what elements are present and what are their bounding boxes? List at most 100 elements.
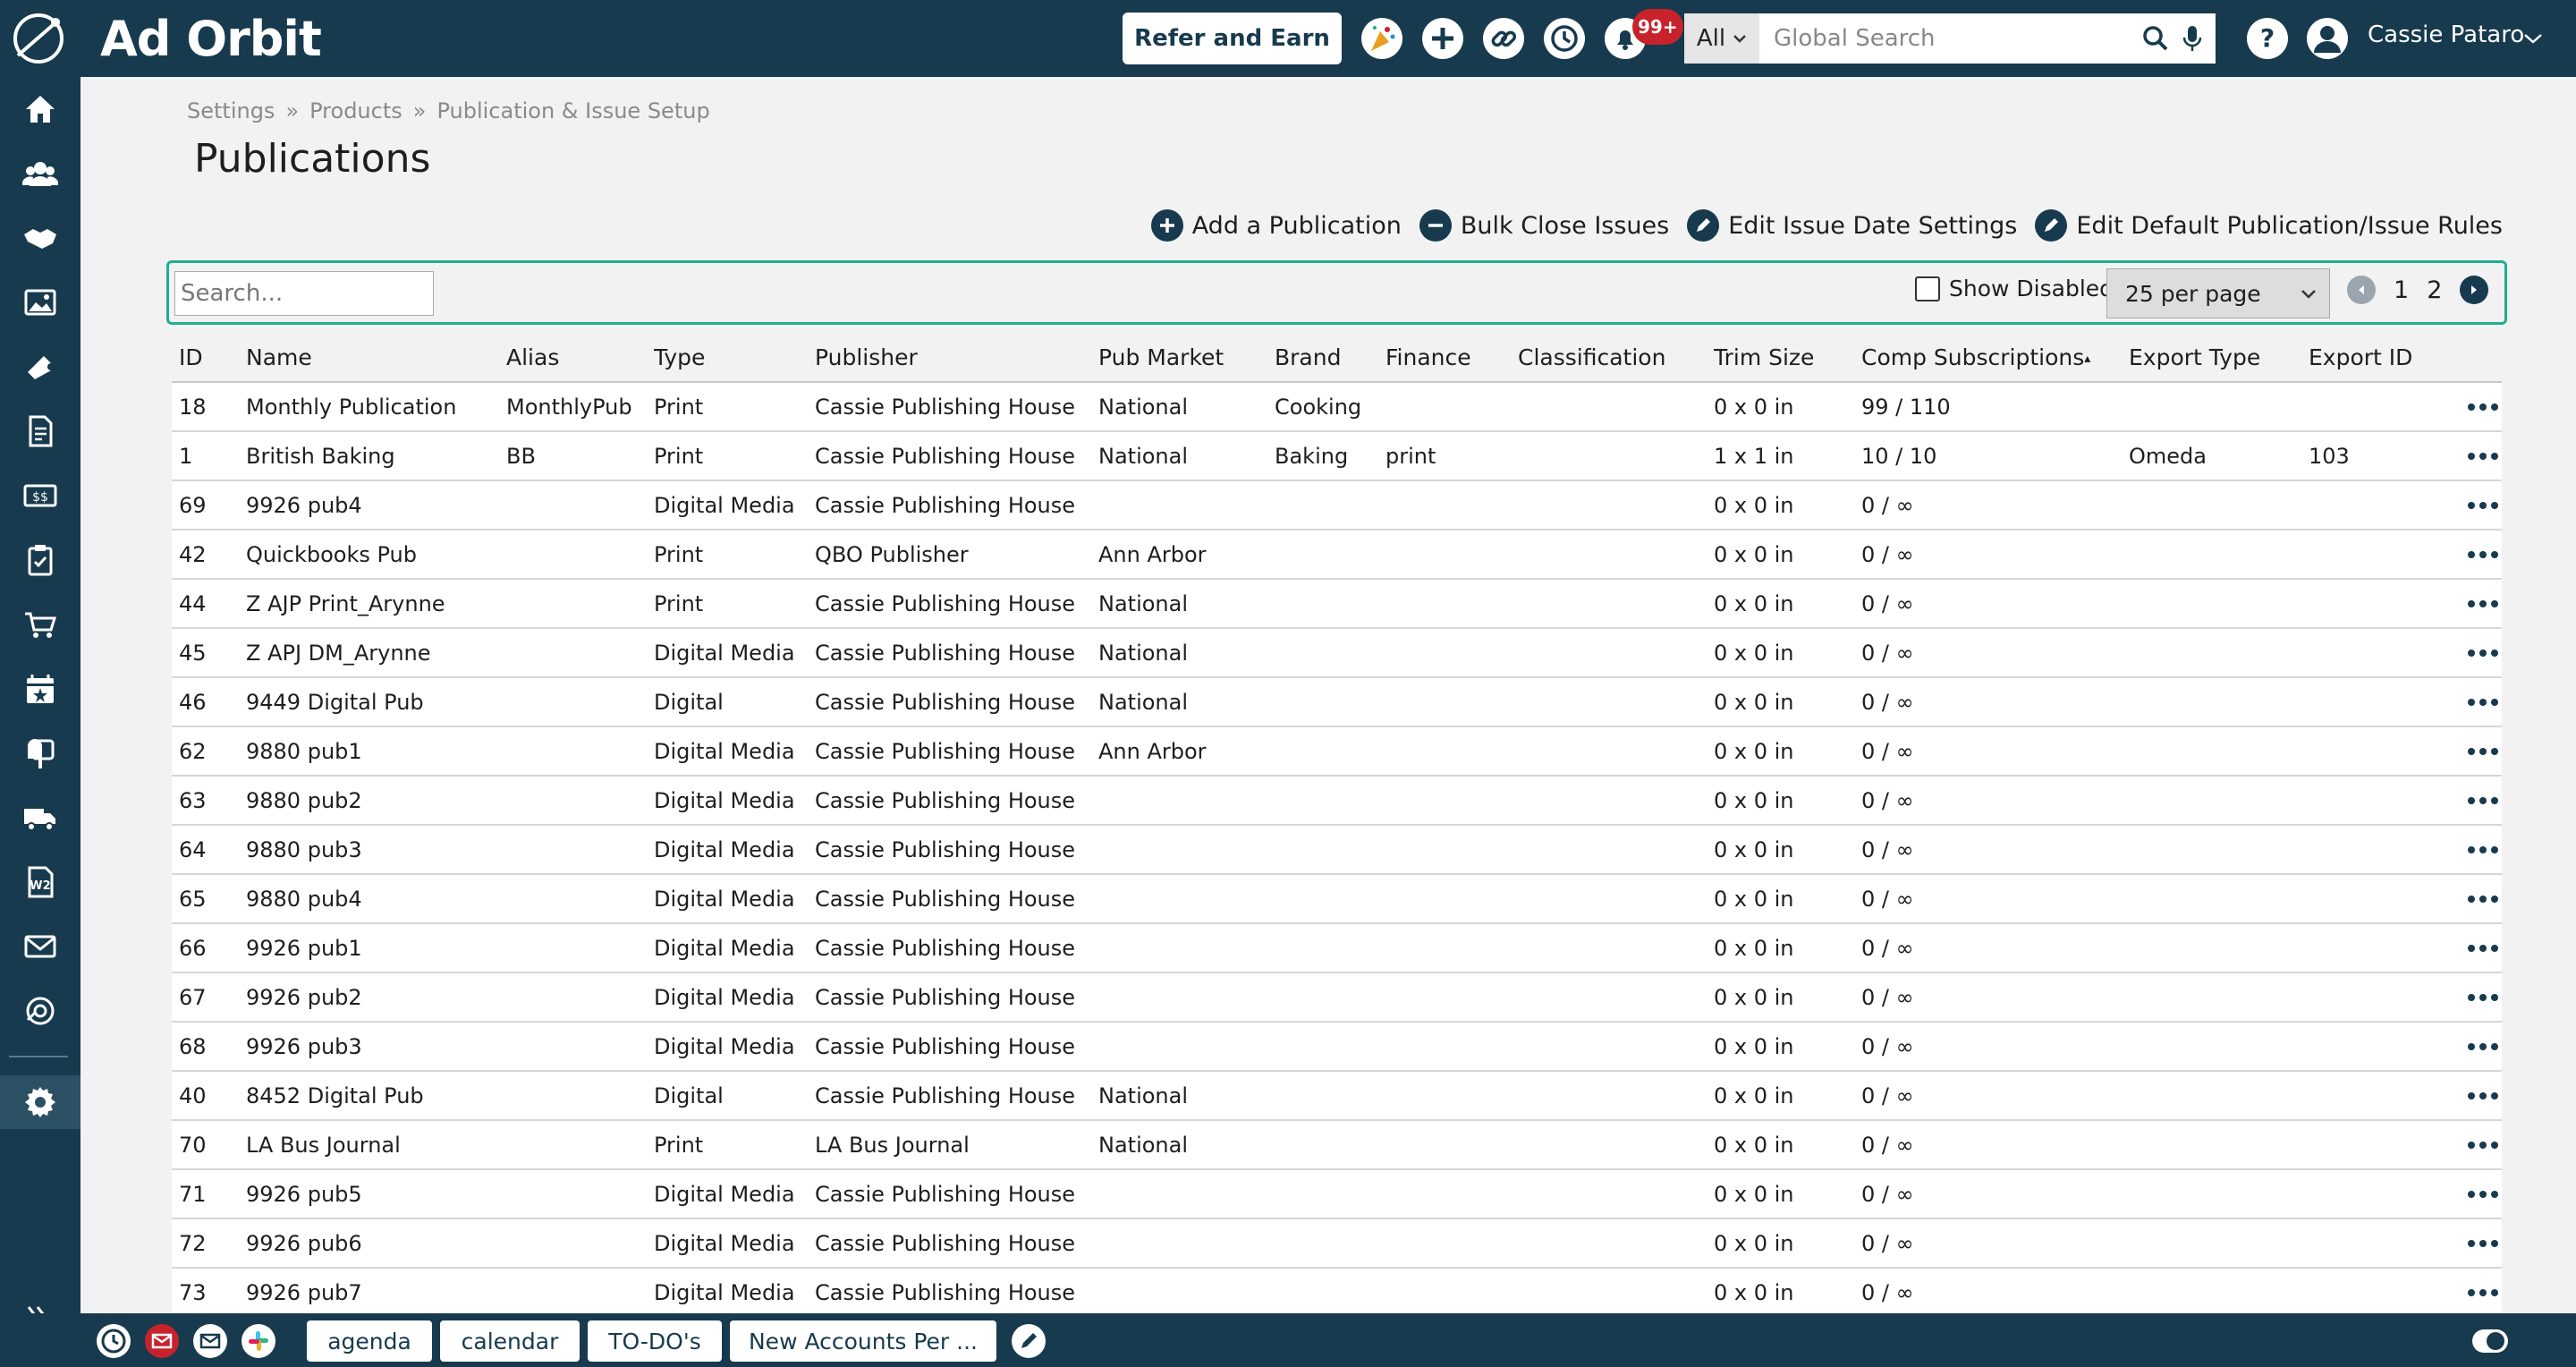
compose-icon[interactable] — [1012, 1324, 1046, 1358]
help-icon[interactable]: ? — [2245, 16, 2290, 61]
table-row[interactable]: 73 9926 pub7 Digital Media Cassie Publishin… — [172, 1269, 2502, 1318]
table-row[interactable]: 72 9926 pub6 Digital Media Cassie Publishin… — [172, 1219, 2502, 1269]
row-menu-icon[interactable] — [2434, 796, 2502, 804]
column-header-finance[interactable]: Finance — [1385, 344, 1471, 370]
row-menu-icon[interactable] — [2434, 747, 2502, 755]
toggle-switch[interactable] — [2472, 1329, 2508, 1353]
column-header-type[interactable]: Type — [654, 344, 706, 370]
per-page-select[interactable]: 25 per page — [2106, 268, 2330, 318]
cell-name[interactable]: 9880 pub2 — [246, 787, 362, 813]
sidebar-item-documents[interactable] — [0, 404, 80, 458]
user-menu-chevron-icon[interactable] — [2522, 32, 2544, 45]
refer-and-earn-button[interactable]: Refer and Earn — [1123, 13, 1342, 64]
cell-name[interactable]: 9926 pub7 — [246, 1279, 362, 1305]
clock-icon[interactable] — [97, 1324, 131, 1358]
row-menu-icon[interactable] — [2434, 1141, 2502, 1149]
table-row[interactable]: 45 Z APJ DM_Arynne Digital Media Cassie Pub… — [172, 629, 2502, 678]
row-menu-icon[interactable] — [2434, 1239, 2502, 1247]
table-row[interactable]: 66 9926 pub1 Digital Media Cassie Publishin… — [172, 924, 2502, 973]
cell-name[interactable]: 9449 Digital Pub — [246, 689, 424, 715]
previous-page-icon[interactable] — [2347, 276, 2376, 304]
tab-agenda[interactable]: agenda — [307, 1320, 432, 1362]
row-menu-icon[interactable] — [2434, 845, 2502, 853]
search-scope-select[interactable]: All — [1684, 13, 1759, 64]
row-menu-icon[interactable] — [2434, 550, 2502, 558]
search-icon[interactable] — [2140, 23, 2171, 54]
sidebar-item-orders[interactable] — [0, 598, 80, 651]
sidebar-item-media[interactable] — [0, 276, 80, 329]
table-row[interactable]: 70 LA Bus Journal Print LA Bus Journal Natio… — [172, 1121, 2502, 1170]
column-header-export-type[interactable]: Export Type — [2129, 344, 2261, 370]
link-icon[interactable] — [1481, 16, 1526, 61]
row-menu-icon[interactable] — [2434, 403, 2502, 411]
user-avatar-icon[interactable] — [2305, 16, 2350, 61]
cell-name[interactable]: 9926 pub1 — [246, 935, 362, 961]
row-menu-icon[interactable] — [2434, 895, 2502, 903]
email-alert-icon[interactable] — [145, 1324, 179, 1358]
table-row[interactable]: 68 9926 pub3 Digital Media Cassie Publishin… — [172, 1023, 2502, 1072]
microphone-icon[interactable] — [2182, 23, 2203, 54]
cell-name[interactable]: 9926 pub3 — [246, 1033, 362, 1059]
app-logo[interactable]: Ad Orbit — [9, 9, 322, 68]
cell-name[interactable]: 9926 pub2 — [246, 984, 362, 1010]
cell-name[interactable]: 9880 pub3 — [246, 836, 362, 862]
tab-todos[interactable]: TO-DO's — [588, 1320, 722, 1362]
table-row[interactable]: 69 9926 pub4 Digital Media Cassie Publishin… — [172, 481, 2502, 531]
row-menu-icon[interactable] — [2434, 698, 2502, 706]
cell-name[interactable]: 9926 pub4 — [246, 492, 362, 518]
sidebar-item-tickets[interactable] — [0, 340, 80, 394]
row-menu-icon[interactable] — [2434, 993, 2502, 1001]
sidebar-item-mailbox[interactable] — [0, 726, 80, 780]
celebration-icon[interactable] — [1360, 16, 1404, 61]
sidebar-item-billing[interactable]: $$ — [0, 469, 80, 522]
slack-icon[interactable] — [242, 1324, 275, 1358]
table-row[interactable]: 46 9449 Digital Pub Digital Cassie Publishi… — [172, 678, 2502, 727]
sidebar-item-support[interactable] — [0, 984, 80, 1038]
table-row[interactable]: 42 Quickbooks Pub Print QBO Publisher Ann Ar… — [172, 531, 2502, 580]
column-header-publisher[interactable]: Publisher — [815, 344, 918, 370]
column-header-name[interactable]: Name — [246, 344, 312, 370]
row-menu-icon[interactable] — [2434, 599, 2502, 607]
tab-calendar[interactable]: calendar — [440, 1320, 580, 1362]
add-icon[interactable] — [1420, 16, 1465, 61]
cell-name[interactable]: 9880 pub4 — [246, 886, 362, 912]
user-name[interactable]: Cassie Pataro — [2368, 21, 2525, 48]
breadcrumb-products[interactable]: Products — [309, 98, 402, 123]
tab-new-accounts[interactable]: New Accounts Per ... — [730, 1320, 996, 1362]
table-row[interactable]: 40 8452 Digital Pub Digital Cassie Publishi… — [172, 1072, 2502, 1121]
column-header-trim-size[interactable]: Trim Size — [1714, 344, 1815, 370]
column-header-id[interactable]: ID — [179, 344, 203, 370]
row-menu-icon[interactable] — [2434, 501, 2502, 509]
cell-name[interactable]: LA Bus Journal — [246, 1132, 401, 1158]
column-header-brand[interactable]: Brand — [1275, 344, 1342, 370]
row-menu-icon[interactable] — [2434, 1042, 2502, 1050]
sidebar-item-tax-forms[interactable]: W2 — [0, 855, 80, 909]
table-row[interactable]: 63 9880 pub2 Digital Media Cassie Publishin… — [172, 777, 2502, 826]
row-menu-icon[interactable] — [2434, 1190, 2502, 1198]
column-header-pub-market[interactable]: Pub Market — [1098, 344, 1224, 370]
cell-name[interactable]: 8452 Digital Pub — [246, 1083, 424, 1108]
cell-name[interactable]: Monthly Publication — [246, 394, 457, 420]
sidebar-item-events[interactable] — [0, 662, 80, 716]
bulk-close-issues-button[interactable]: Bulk Close Issues — [1419, 209, 1669, 242]
table-row[interactable]: 65 9880 pub4 Digital Media Cassie Publishin… — [172, 875, 2502, 924]
table-row[interactable]: 1 British Baking BB Print Cassie Publishing … — [172, 432, 2502, 481]
sidebar-item-delivery[interactable] — [0, 791, 80, 845]
row-menu-icon[interactable] — [2434, 1091, 2502, 1100]
cell-name[interactable]: Z AJP Print_Arynne — [246, 590, 445, 616]
history-icon[interactable] — [1542, 16, 1587, 61]
sidebar-item-email[interactable] — [0, 920, 80, 973]
sidebar-item-contacts[interactable] — [0, 147, 80, 200]
row-menu-icon[interactable] — [2434, 649, 2502, 657]
cell-name[interactable]: Quickbooks Pub — [246, 541, 417, 567]
sidebar-item-deals[interactable] — [0, 211, 80, 265]
global-search-input[interactable] — [1759, 13, 2140, 64]
column-header-alias[interactable]: Alias — [506, 344, 560, 370]
table-search-input[interactable] — [174, 271, 434, 316]
breadcrumb-publication-setup[interactable]: Publication & Issue Setup — [436, 98, 710, 123]
cell-name[interactable]: 9926 pub6 — [246, 1230, 362, 1256]
show-disabled-toggle[interactable]: Show Disabled — [1915, 276, 2114, 301]
envelope-icon[interactable] — [193, 1324, 227, 1358]
cell-name[interactable]: British Baking — [246, 443, 395, 469]
next-page-icon[interactable] — [2460, 276, 2489, 304]
